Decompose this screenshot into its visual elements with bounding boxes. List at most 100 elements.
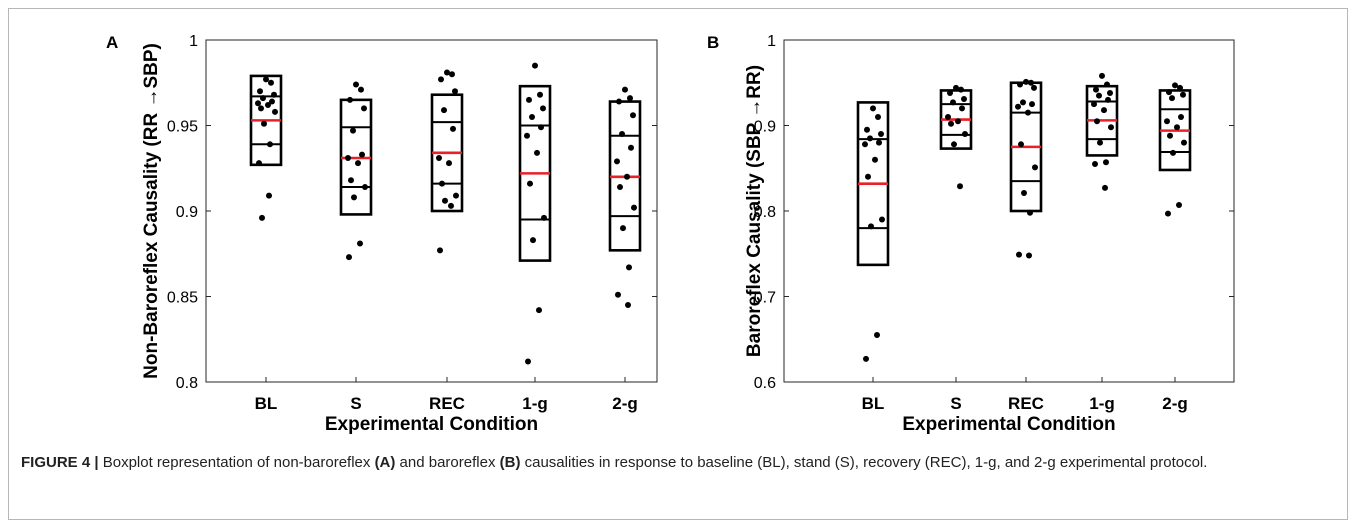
data-point — [263, 76, 269, 83]
data-point — [272, 108, 278, 115]
data-point — [436, 154, 442, 161]
x-tick-label: REC — [1008, 394, 1044, 413]
data-point — [537, 91, 543, 98]
x-axis-title: Experimental Condition — [902, 414, 1115, 435]
data-point — [1178, 113, 1184, 120]
data-point — [1018, 141, 1024, 148]
data-point — [1016, 251, 1022, 258]
data-point — [865, 173, 871, 180]
data-point — [870, 105, 876, 112]
data-point — [257, 88, 263, 95]
data-point — [348, 177, 354, 184]
data-point — [1103, 159, 1109, 166]
panel-letter: B — [707, 33, 719, 52]
data-point — [627, 95, 633, 102]
caption-text-2: and baroreflex — [395, 454, 500, 471]
y-tick-label: 0.9 — [176, 204, 198, 221]
data-point — [1105, 96, 1111, 103]
data-point — [260, 95, 266, 102]
data-point — [872, 156, 878, 163]
data-point — [361, 105, 367, 112]
data-point — [950, 99, 956, 106]
x-tick-label: 2-g — [1162, 394, 1188, 413]
data-point — [878, 131, 884, 138]
data-point — [526, 96, 532, 103]
x-tick-label: S — [350, 394, 361, 413]
data-point — [628, 144, 634, 151]
data-point — [616, 98, 622, 105]
data-point — [951, 141, 957, 148]
data-point — [259, 214, 265, 221]
data-point — [619, 131, 625, 138]
data-point — [255, 100, 261, 107]
x-tick-label: 1-g — [1089, 394, 1115, 413]
data-point — [868, 223, 874, 230]
box-rec — [430, 93, 464, 213]
data-point — [256, 160, 262, 167]
data-point — [863, 355, 869, 362]
data-point — [624, 173, 630, 180]
data-point — [536, 307, 542, 314]
data-point — [876, 139, 882, 146]
data-point — [267, 141, 273, 148]
data-point — [1096, 92, 1102, 99]
data-point — [261, 120, 267, 127]
data-point — [1028, 79, 1034, 86]
caption-bold-b: (B) — [499, 454, 521, 471]
data-point — [1015, 103, 1021, 110]
caption-label: FIGURE 4 | — [21, 454, 99, 471]
data-point — [1099, 72, 1105, 79]
data-point — [358, 86, 364, 93]
data-point — [265, 101, 271, 108]
data-point — [1017, 81, 1023, 88]
data-point — [448, 202, 454, 209]
figure-charts: 0.8 0.85 0.9 0.95 1 BL S REC 1-g 2-g Experimental … — [106, 33, 1235, 435]
data-point — [614, 158, 620, 165]
x-tick-label: 2-g — [612, 394, 638, 413]
data-point — [958, 86, 964, 93]
data-point — [540, 105, 546, 112]
data-point — [1021, 190, 1027, 197]
figure-frame — [8, 8, 1348, 520]
y-tick-label: 0.85 — [167, 290, 198, 307]
caption-text-3: causalities in response to baseline (BL)… — [520, 454, 1208, 471]
data-point — [347, 96, 353, 103]
data-point — [439, 180, 445, 187]
caption-text-1: Boxplot representation of non-baroreflex — [102, 454, 375, 471]
data-point — [947, 90, 953, 97]
data-point — [1165, 210, 1171, 217]
x-axis-title: Experimental Condition — [325, 414, 538, 435]
x-tick-label: BL — [255, 394, 278, 413]
panel-b: 0.6 0.7 0.8 0.9 1 BL S REC 1-g 2-g Experimental Co… — [707, 33, 1235, 435]
box-bl — [856, 101, 890, 267]
panel-a: 0.8 0.85 0.9 0.95 1 BL S REC 1-g 2-g Experimental … — [106, 33, 658, 435]
data-point — [530, 237, 536, 244]
data-point — [874, 331, 880, 338]
data-point — [529, 113, 535, 120]
data-point — [438, 76, 444, 83]
data-point — [1102, 184, 1108, 191]
data-point — [1177, 84, 1183, 91]
data-point — [1029, 101, 1035, 108]
data-point — [961, 95, 967, 102]
data-point — [532, 62, 538, 69]
box-1-g — [1085, 84, 1119, 157]
data-point — [959, 105, 965, 112]
data-point — [625, 302, 631, 309]
data-point — [446, 160, 452, 167]
data-point — [362, 184, 368, 191]
figure-caption: FIGURE 4 | Boxplot representation of non… — [21, 452, 1331, 473]
data-point — [1180, 91, 1186, 98]
data-point — [1176, 202, 1182, 209]
data-point — [541, 214, 547, 221]
data-point — [269, 98, 275, 105]
data-point — [1104, 81, 1110, 88]
y-tick-label: 0.6 — [754, 375, 776, 392]
data-point — [444, 69, 450, 76]
data-point — [1026, 252, 1032, 259]
data-point — [1093, 86, 1099, 93]
data-point — [1023, 78, 1029, 85]
x-tick-label: BL — [862, 394, 885, 413]
data-point — [1091, 101, 1097, 108]
data-point — [945, 113, 951, 120]
